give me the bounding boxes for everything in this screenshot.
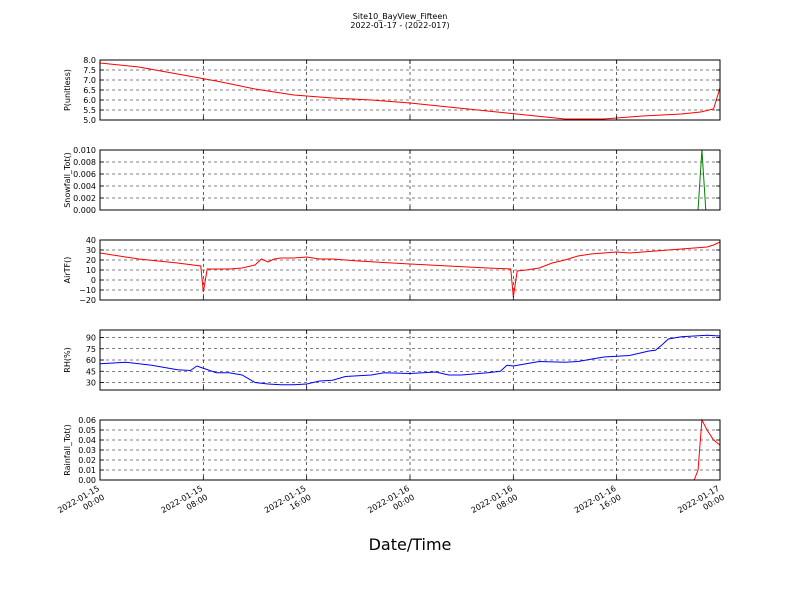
y-tick-label: 0.03 [78, 446, 96, 455]
y-tick-label: 0.000 [73, 206, 96, 215]
y-tick-label: 6.5 [83, 86, 96, 95]
panel-2: 0.000 0.002 0.004 0.006 0.008 0.010Snowfall_T… [63, 146, 721, 215]
y-tick-label: 0.010 [73, 146, 96, 155]
chart-subtitle: 2022-01-17 - (2022-017) [350, 21, 449, 30]
y-tick-label: 0.02 [78, 456, 96, 465]
y-axis-label-panel-1: P(unitless) [63, 69, 72, 111]
y-tick-label: 5.0 [83, 116, 96, 125]
x-tick-label: 2022-01-1700:00 [676, 484, 726, 524]
chart-title: Site10_BayView_Fifteen [353, 12, 448, 21]
y-tick-label: 0.06 [78, 416, 96, 425]
y-tick-label: 90 [86, 334, 96, 343]
x-tick-label: 2022-01-1616:00 [573, 484, 623, 524]
y-tick-label: 7.0 [83, 76, 96, 85]
y-tick-label: 60 [86, 356, 96, 365]
y-tick-label: −20 [79, 296, 96, 305]
series-line-panel-3 [99, 241, 721, 298]
y-axis-label-panel-2: Snowfall_Tot() [63, 152, 72, 208]
y-tick-label: 30 [86, 379, 96, 388]
y-tick-label: 6.0 [83, 96, 96, 105]
y-tick-label: 40 [86, 236, 96, 245]
y-tick-label: 0.04 [78, 436, 96, 445]
x-axis-ticks: 2022-01-1500:00 2022-01-1508:00 2022-01-15… [56, 484, 726, 524]
y-tick-label: 75 [86, 345, 96, 354]
x-tick-label: 2022-01-1600:00 [366, 484, 416, 524]
y-tick-label: 0 [91, 276, 96, 285]
y-tick-label: 0.05 [78, 426, 96, 435]
panel-4: 30 45 60 75 90 RH(%) [63, 329, 721, 391]
y-tick-label: 0.002 [73, 194, 96, 203]
y-tick-label: 0.006 [73, 170, 96, 179]
panel-5: 0.000.010.020.030.040.050.06 Rainfall_Tot… [63, 416, 721, 485]
y-tick-label: 45 [86, 367, 96, 376]
y-tick-label: 20 [86, 256, 96, 265]
series-line-panel-1 [99, 62, 721, 120]
y-tick-label: 5.5 [83, 106, 96, 115]
series-line-panel-4 [99, 334, 721, 386]
x-tick-label: 2022-01-1508:00 [160, 484, 210, 524]
x-tick-label: 2022-01-1500:00 [56, 484, 106, 524]
x-axis-label: Date/Time [369, 535, 452, 554]
panel-1: 5.05.56.06.57.07.58.0 P(unitless) [63, 56, 721, 125]
y-tick-label: 0.00 [78, 476, 96, 485]
y-tick-label: 0.008 [73, 158, 96, 167]
x-tick-label: 2022-01-1516:00 [263, 484, 313, 524]
y-tick-label: 10 [86, 266, 96, 275]
y-axis-label-panel-5: Rainfall_Tot() [63, 424, 72, 476]
y-axis-label-panel-4: RH(%) [63, 347, 72, 372]
y-tick-label: 0.004 [73, 182, 96, 191]
y-axis-label-panel-3: AirTF() [63, 257, 72, 284]
y-tick-label: 0.01 [78, 466, 96, 475]
y-tick-label: −10 [79, 286, 96, 295]
y-tick-label: 8.0 [83, 56, 96, 65]
x-tick-label: 2022-01-1608:00 [470, 484, 520, 524]
y-tick-label: 7.5 [83, 66, 96, 75]
panels: 5.05.56.06.57.07.58.0P(unitless)0.0000.0… [63, 56, 721, 485]
y-tick-label: 30 [86, 246, 96, 255]
